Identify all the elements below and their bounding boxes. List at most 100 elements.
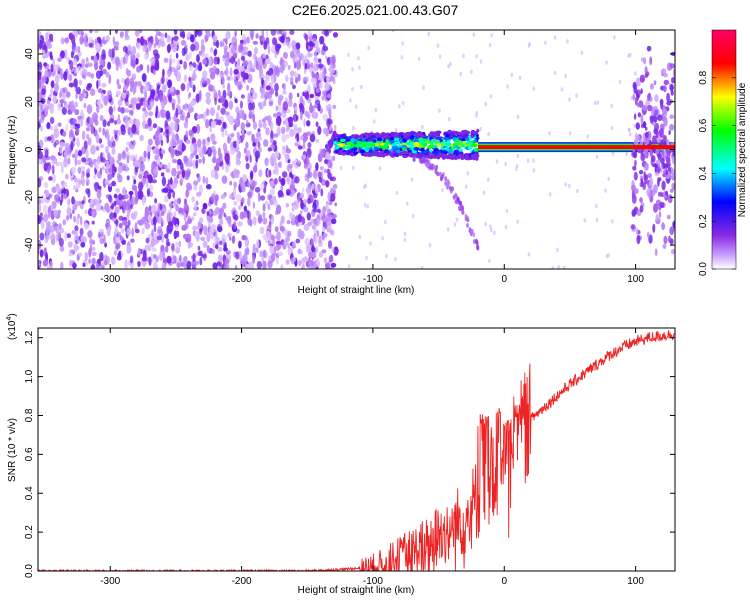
heatmap-cell: [210, 145, 216, 153]
heatmap-cell: [241, 197, 245, 203]
heatmap-cell: [580, 50, 584, 55]
heatmap-cell: [213, 89, 217, 94]
heatmap-cell: [281, 126, 286, 135]
heatmap-cell: [73, 78, 78, 88]
heatmap-cell: [76, 178, 81, 189]
heatmap-cell: [212, 152, 217, 163]
heatmap-cell: [182, 256, 188, 266]
heatmap-cell: [526, 158, 530, 163]
y-tick-label: 0.6: [24, 447, 35, 461]
heatmap-cell: [331, 229, 335, 236]
heatmap-cell: [131, 175, 136, 180]
heatmap-cell: [372, 139, 377, 143]
heatmap-cell: [209, 126, 213, 133]
heatmap-cell: [249, 30, 254, 39]
heatmap-cell: [306, 120, 311, 127]
heatmap-cell: [312, 203, 318, 210]
heatmap-cell: [307, 30, 312, 37]
heatmap-cell: [357, 56, 360, 61]
heatmap-cell: [644, 126, 648, 131]
heatmap-cell: [192, 159, 197, 169]
heatmap-cell: [88, 42, 93, 48]
heatmap-cell: [254, 186, 261, 193]
heatmap-cell: [659, 201, 665, 208]
heatmap-cell: [139, 156, 143, 163]
heatmap-cell: [132, 139, 136, 146]
heatmap-cell: [444, 176, 448, 182]
heatmap-cell: [401, 41, 405, 46]
heatmap-cell: [48, 176, 53, 181]
heatmap-cell: [135, 103, 141, 110]
heatmap-cell: [190, 100, 196, 107]
heatmap-cell: [137, 260, 141, 268]
heatmap-cell: [97, 185, 102, 190]
heatmap-cell: [349, 98, 352, 103]
heatmap-cell: [594, 204, 598, 209]
heatmap-cell: [318, 177, 323, 183]
heatmap-cell: [50, 134, 55, 144]
heatmap-cell: [139, 97, 144, 107]
heatmap-cell: [38, 178, 42, 188]
heatmap-cell: [421, 134, 425, 139]
heatmap-cell: [118, 215, 124, 221]
heatmap-cell: [227, 136, 231, 144]
heatmap-cell: [251, 133, 255, 143]
heatmap-cell: [118, 231, 122, 237]
heatmap-cell: [230, 56, 235, 64]
heatmap-cell: [665, 169, 669, 176]
heatmap-cell: [117, 165, 123, 174]
heatmap-cell: [248, 114, 252, 119]
heatmap-cell: [65, 91, 71, 98]
heatmap-cell: [211, 120, 216, 129]
heatmap-cell: [504, 161, 507, 167]
heatmap-cell: [659, 128, 664, 138]
heatmap-cell: [376, 137, 383, 142]
heatmap-cell: [302, 187, 305, 195]
heatmap-cell: [653, 80, 657, 86]
heatmap-cell: [113, 104, 116, 113]
heatmap-cell: [402, 150, 408, 155]
heatmap-cell: [93, 173, 97, 180]
heatmap-cell: [270, 182, 275, 188]
heatmap-cell: [272, 140, 277, 146]
heatmap-cell: [175, 230, 180, 238]
heatmap-cell: [108, 194, 112, 203]
heatmap-cell: [134, 196, 139, 205]
heatmap-cell: [209, 71, 216, 80]
heatmap-cell: [60, 194, 64, 203]
heatmap-cell: [53, 209, 58, 218]
heatmap-cell: [653, 115, 658, 123]
heatmap-cell: [129, 87, 133, 93]
heatmap-cell: [224, 57, 230, 67]
heatmap-cell: [327, 56, 331, 66]
heatmap-cell: [142, 112, 146, 121]
heatmap-cell: [373, 146, 379, 150]
heatmap-cell: [305, 156, 309, 167]
heatmap-cell: [91, 257, 96, 265]
heatmap-cell: [663, 79, 669, 86]
heatmap-cell: [238, 179, 244, 186]
heatmap-cell: [150, 89, 156, 98]
heatmap-cell: [314, 227, 317, 234]
heatmap-cell: [107, 61, 112, 70]
heatmap-cell: [139, 162, 145, 172]
heatmap-cell: [188, 64, 193, 72]
heatmap-cell: [66, 233, 72, 239]
heatmap-cell: [304, 110, 309, 117]
heatmap-cell: [183, 212, 187, 222]
heatmap-cell: [378, 153, 384, 157]
heatmap-cell: [473, 147, 479, 152]
heatmap-cell: [564, 182, 567, 187]
heatmap-cell: [223, 47, 228, 56]
heatmap-cell: [141, 216, 146, 223]
heatmap-cell: [349, 148, 355, 152]
heatmap-cell: [324, 30, 330, 37]
heatmap-cell: [300, 135, 304, 141]
heatmap-cell: [225, 30, 231, 40]
heatmap-cell: [633, 113, 637, 120]
heatmap-cell: [285, 74, 289, 83]
heatmap-cell: [248, 50, 252, 58]
heatmap-cell: [325, 151, 330, 160]
heatmap-cell: [262, 121, 267, 129]
heatmap-cell: [308, 259, 312, 265]
